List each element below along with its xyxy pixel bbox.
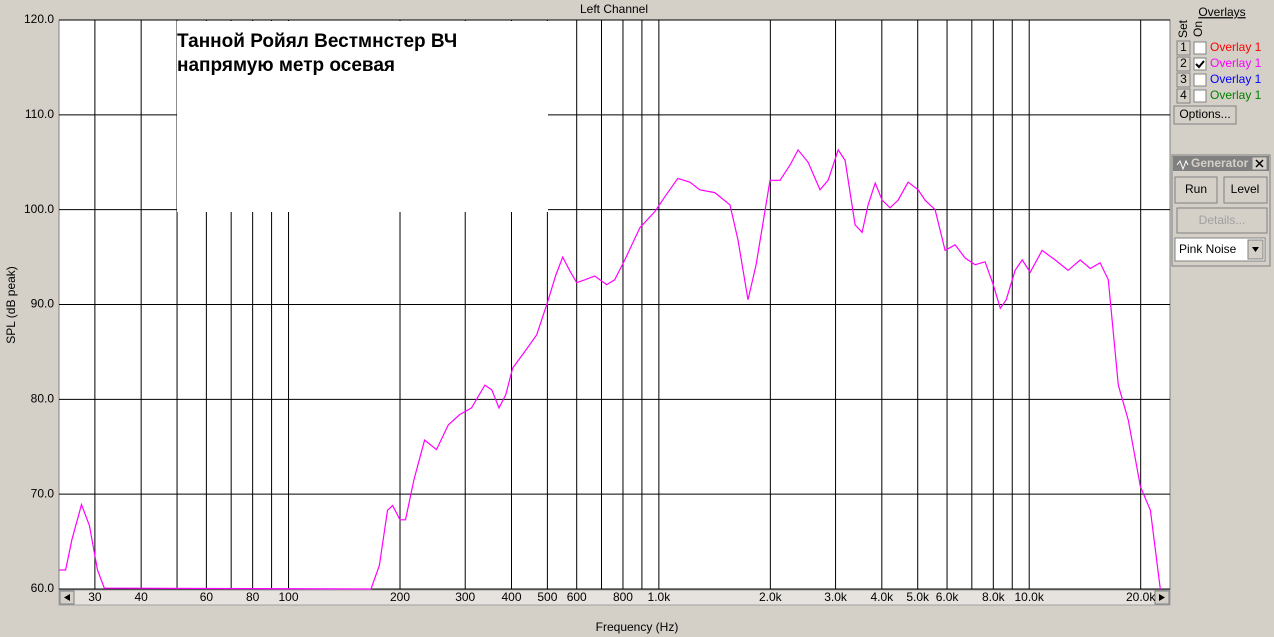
data-line xyxy=(59,148,1161,590)
y-axis-label: SPL (dB peak) xyxy=(4,266,18,344)
checkbox[interactable] xyxy=(1193,41,1207,55)
checkbox[interactable] xyxy=(1193,89,1207,103)
x-tick-label: 400 xyxy=(501,590,521,604)
checkbox[interactable] xyxy=(1193,73,1207,87)
y-tick-label: 110.0 xyxy=(25,107,54,121)
x-tick-label: 200 xyxy=(390,590,410,604)
x-tick-label: 30 xyxy=(88,590,102,604)
dropdown-icon xyxy=(1252,247,1259,252)
y-tick-label: 70.0 xyxy=(31,486,55,500)
set-number: 1 xyxy=(1180,40,1187,54)
set-label: Set xyxy=(1176,19,1190,38)
arrow-icon xyxy=(1159,594,1165,601)
y-tick-label: 120.0 xyxy=(24,12,54,26)
x-tick-label: 4.0k xyxy=(870,590,894,604)
x-tick-label: 800 xyxy=(613,590,633,604)
x-tick-label: 5.0k xyxy=(906,590,930,604)
x-tick-label: 500 xyxy=(537,590,557,604)
check-mark xyxy=(1195,60,1205,69)
run-button[interactable] xyxy=(1174,176,1218,204)
overlay-name: Overlay 1 xyxy=(1210,56,1262,70)
on-label: On xyxy=(1191,21,1205,37)
options-label: Options... xyxy=(1179,107,1230,121)
x-tick-label: 600 xyxy=(567,590,587,604)
y-tick-label: 60.0 xyxy=(31,581,55,595)
run-label: Run xyxy=(1185,182,1207,196)
annotation-box xyxy=(177,21,548,212)
x-tick-label: 6.0k xyxy=(936,590,960,604)
details-label: Details... xyxy=(1199,213,1246,227)
overlay-name: Overlay 1 xyxy=(1210,88,1262,102)
x-axis-label: Frequency (Hz) xyxy=(596,620,679,634)
set-number: 3 xyxy=(1180,72,1187,86)
x-tick-label: 60 xyxy=(200,590,214,604)
x-tick-label: 40 xyxy=(134,590,148,604)
close-icon xyxy=(1255,159,1264,168)
overlays-title: Overlays xyxy=(1198,5,1245,19)
signal-select[interactable] xyxy=(1174,237,1266,262)
set-button[interactable] xyxy=(1176,88,1191,104)
overlay-name: Overlay 1 xyxy=(1210,40,1262,54)
generator-titlebar xyxy=(1173,156,1269,171)
scrollbar[interactable] xyxy=(58,589,1171,606)
annotation: напрямую метр осевая xyxy=(177,55,395,76)
overlay-name: Overlay 1 xyxy=(1210,72,1262,86)
details-button[interactable] xyxy=(1176,207,1268,234)
level-label: Level xyxy=(1231,182,1260,196)
x-tick-label: 8.0k xyxy=(982,590,1006,604)
options-button[interactable] xyxy=(1173,105,1237,125)
arrow-icon xyxy=(64,594,70,601)
chart-title: Left Channel xyxy=(580,2,648,16)
checkbox[interactable] xyxy=(1193,57,1207,71)
generator-icon xyxy=(1176,159,1189,171)
set-number: 2 xyxy=(1180,56,1187,70)
x-tick-label: 1.0k xyxy=(648,590,672,604)
x-tick-label: 3.0k xyxy=(824,590,848,604)
signal-label: Pink Noise xyxy=(1179,242,1237,256)
level-button[interactable] xyxy=(1223,176,1268,204)
set-button[interactable] xyxy=(1176,72,1191,88)
y-tick-label: 80.0 xyxy=(31,392,55,406)
x-tick-label: 10.0k xyxy=(1015,590,1045,604)
set-button[interactable] xyxy=(1176,56,1191,72)
set-number: 4 xyxy=(1180,88,1187,102)
x-tick-label: 100 xyxy=(279,590,299,604)
x-tick-label: 2.0k xyxy=(759,590,783,604)
x-tick-label: 20.0k xyxy=(1126,590,1156,604)
set-button[interactable] xyxy=(1176,40,1191,56)
y-tick-label: 90.0 xyxy=(31,297,55,311)
x-tick-label: 80 xyxy=(246,590,260,604)
generator-title: Generator xyxy=(1191,156,1249,170)
y-tick-label: 100.0 xyxy=(24,202,54,216)
annotation: Танной Ройял Вестмнстер ВЧ xyxy=(177,31,457,52)
x-tick-label: 300 xyxy=(455,590,475,604)
